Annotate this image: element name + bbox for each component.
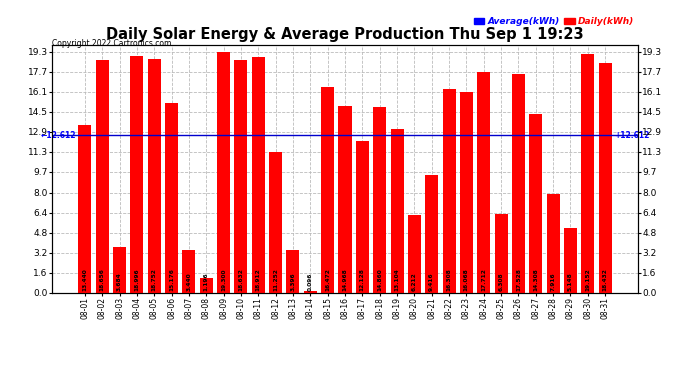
Text: 5.148: 5.148 [568, 272, 573, 291]
Bar [442, 89, 455, 292]
Bar [425, 175, 438, 292]
Text: 16.068: 16.068 [464, 268, 469, 291]
Text: 19.300: 19.300 [221, 268, 226, 291]
Text: ←12.612: ←12.612 [41, 131, 76, 140]
Bar [304, 291, 317, 292]
Text: 18.912: 18.912 [256, 268, 261, 291]
Bar [252, 57, 265, 292]
Text: 16.308: 16.308 [446, 268, 451, 291]
Text: 14.968: 14.968 [342, 268, 348, 291]
Bar [356, 141, 369, 292]
Text: 13.104: 13.104 [395, 268, 400, 291]
Text: 18.632: 18.632 [239, 268, 244, 291]
Text: 17.528: 17.528 [516, 268, 521, 291]
Bar [529, 114, 542, 292]
Bar [96, 60, 109, 292]
Bar [269, 152, 282, 292]
Text: Copyright 2022 Cartronics.com: Copyright 2022 Cartronics.com [52, 39, 171, 48]
Bar [113, 247, 126, 292]
Bar [460, 92, 473, 292]
Text: 9.416: 9.416 [429, 272, 434, 291]
Text: 18.996: 18.996 [135, 268, 139, 291]
Bar [391, 129, 404, 292]
Text: 17.712: 17.712 [481, 268, 486, 291]
Bar [148, 59, 161, 292]
Title: Daily Solar Energy & Average Production Thu Sep 1 19:23: Daily Solar Energy & Average Production … [106, 27, 584, 42]
Bar [373, 107, 386, 292]
Text: 11.252: 11.252 [273, 268, 278, 291]
Text: 3.684: 3.684 [117, 272, 122, 291]
Text: 14.308: 14.308 [533, 268, 538, 291]
Text: 14.860: 14.860 [377, 268, 382, 291]
Bar [321, 87, 334, 292]
Bar [235, 60, 248, 292]
Text: 3.440: 3.440 [186, 272, 191, 291]
Text: 6.308: 6.308 [499, 272, 504, 291]
Text: 15.176: 15.176 [169, 268, 174, 291]
Bar [339, 106, 351, 292]
Text: 13.440: 13.440 [82, 268, 88, 291]
Bar [200, 278, 213, 292]
Bar [408, 215, 421, 292]
Bar [286, 250, 299, 292]
Text: 18.656: 18.656 [100, 268, 105, 291]
Bar [512, 74, 525, 292]
Text: 7.916: 7.916 [551, 272, 555, 291]
Text: 18.432: 18.432 [602, 268, 608, 291]
Bar [599, 63, 611, 292]
Bar [546, 194, 560, 292]
Text: 1.196: 1.196 [204, 272, 209, 291]
Bar [564, 228, 577, 292]
Text: 0.096: 0.096 [308, 272, 313, 291]
Bar [495, 214, 508, 292]
Bar [79, 125, 91, 292]
Bar [130, 56, 144, 292]
Text: 19.152: 19.152 [585, 268, 590, 291]
Text: 12.128: 12.128 [360, 268, 365, 291]
Bar [581, 54, 594, 292]
Bar [217, 52, 230, 292]
Legend: Average(kWh), Daily(kWh): Average(kWh), Daily(kWh) [473, 17, 633, 26]
Text: 3.396: 3.396 [290, 272, 295, 291]
Text: 6.212: 6.212 [412, 272, 417, 291]
Text: +12.612: +12.612 [614, 131, 649, 140]
Text: 18.752: 18.752 [152, 268, 157, 291]
Bar [165, 103, 178, 292]
Bar [182, 250, 195, 292]
Text: 16.472: 16.472 [325, 268, 330, 291]
Bar [477, 72, 490, 292]
